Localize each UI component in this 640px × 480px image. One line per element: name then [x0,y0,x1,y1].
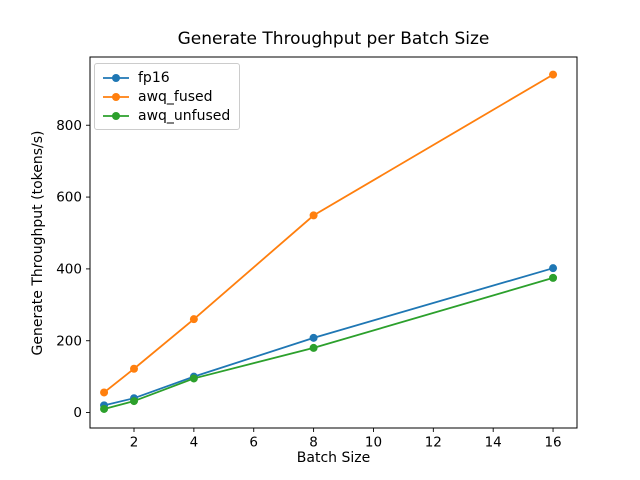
legend-swatch-line-dot-icon [103,111,129,120]
legend-label: awq_fused [138,88,213,105]
data-point-awq_fused-4 [189,315,198,324]
data-point-awq_fused-8 [309,211,318,220]
data-point-awq_fused-1 [100,388,109,397]
x-tick-label: 10 [365,435,382,451]
x-tick-label: 16 [544,435,561,451]
y-tick-label: 200 [56,333,82,349]
series-line-awq_unfused [103,277,554,410]
legend-item-fp16: fp16 [102,68,230,87]
legend-item-awq-fused: awq_fused [102,87,230,106]
y-tick-label: 400 [56,261,82,277]
x-tick-label: 4 [190,435,199,451]
plot-border [89,56,578,429]
legend: fp16 awq_fused awq_unfused [94,63,241,130]
x-tick-label: 2 [130,435,139,451]
legend-item-awq-unfused: awq_unfused [102,106,230,125]
x-tick-label: 6 [249,435,258,451]
y-axis-label: Generate Throughput (tokens/s) [30,130,46,356]
x-tick-label: 12 [425,435,442,451]
data-point-awq_unfused-8 [309,343,318,352]
y-tick-label: 600 [56,190,82,206]
y-tick-label: 0 [73,405,82,421]
y-tick-label: 800 [56,118,82,134]
data-point-fp16-16 [549,264,558,273]
data-point-fp16-8 [309,333,318,342]
chart-title: Generate Throughput per Batch Size [177,29,490,49]
data-point-awq_fused-2 [130,364,139,373]
x-axis-label: Batch Size [296,450,371,466]
x-tick-label: 14 [485,435,502,451]
data-point-awq_unfused-2 [130,397,139,406]
data-point-awq_unfused-4 [189,374,198,383]
data-point-awq_unfused-16 [549,273,558,282]
legend-swatch-line-dot-icon [103,73,129,82]
legend-label: fp16 [138,69,170,86]
x-tick-label: 8 [309,435,318,451]
data-point-awq_unfused-1 [100,404,109,413]
legend-swatch-line-dot-icon [103,92,129,101]
legend-label: awq_unfused [138,107,231,124]
data-point-awq_fused-16 [549,70,558,79]
